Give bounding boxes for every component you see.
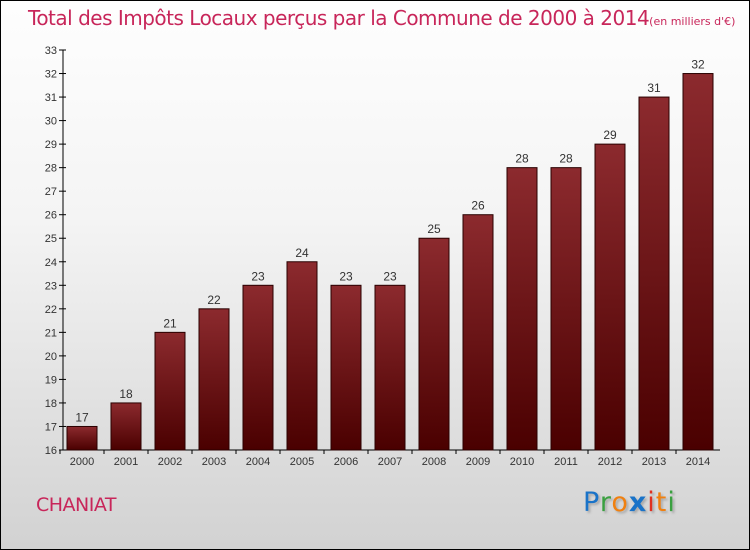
logo-letter: P [583,487,600,518]
bar-2014 [682,73,714,451]
data-label: 24 [295,246,309,260]
y-tick-label: 18 [45,398,57,410]
bar-2009 [462,214,494,451]
chart-subtitle: (en milliers d'€) [649,15,736,28]
y-tick-label: 33 [45,45,57,57]
x-tick-label: 2010 [510,456,534,468]
data-label: 32 [691,58,705,72]
data-label: 28 [515,152,529,166]
bar-2006 [330,284,362,451]
y-tick-label: 21 [45,327,57,339]
x-tick-label: 2011 [554,456,578,468]
y-tick-label: 17 [45,421,57,433]
title-text: Total des Impôts Locaux perçus par la Co… [28,6,650,30]
data-label: 25 [427,222,441,236]
logo-letter: i [667,487,676,518]
x-tick-label: 2003 [202,456,226,468]
logo-letter: r [599,487,612,518]
data-label: 18 [119,387,133,401]
data-label: 28 [559,152,573,166]
y-tick-label: 31 [45,92,57,104]
bar-2013 [638,96,670,451]
data-label: 23 [383,269,397,283]
y-tick-label: 27 [45,186,57,198]
bar-2007 [374,284,406,451]
logo-letter: i [647,487,656,518]
x-tick-label: 2000 [70,456,94,468]
x-tick-label: 2014 [686,456,710,468]
y-tick-label: 26 [45,210,57,222]
bar-2004 [242,284,274,451]
y-tick-label: 29 [45,139,57,151]
logo-letter: o [611,487,629,518]
data-label: 26 [471,199,485,213]
commune-name: CHANIAT [36,494,117,516]
bar-2001 [110,402,142,451]
data-label: 23 [251,269,265,283]
y-tick-label: 32 [45,69,57,81]
x-tick-label: 2004 [246,456,270,468]
x-tick-label: 2005 [290,456,314,468]
bar-2005 [286,261,318,451]
x-tick-label: 2002 [158,456,182,468]
proxiti-logo[interactable]: Proxiti [583,487,676,518]
x-tick-label: 2008 [422,456,446,468]
bar-2000 [66,425,98,451]
x-tick-label: 2001 [114,456,138,468]
bar-2010 [506,167,538,451]
data-label: 17 [75,410,89,424]
data-label: 31 [647,81,661,95]
y-tick-label: 24 [45,257,57,269]
y-tick-label: 28 [45,163,57,175]
bar-2011 [550,167,582,451]
x-tick-label: 2013 [642,456,666,468]
data-label: 23 [339,269,353,283]
data-label: 21 [163,316,177,330]
bar-2002 [154,331,186,451]
chart-title: Total des Impôts Locaux perçus par la Co… [28,6,735,30]
x-tick-label: 2012 [598,456,622,468]
logo-letter: t [655,487,668,518]
x-tick-label: 2009 [466,456,490,468]
data-label: 22 [207,293,221,307]
bar-2012 [594,143,626,451]
data-label: 29 [603,128,617,142]
y-tick-label: 30 [45,116,57,128]
x-tick-label: 2006 [334,456,358,468]
y-tick-label: 20 [45,351,57,363]
y-tick-label: 23 [45,280,57,292]
y-tick-label: 19 [45,374,57,386]
bar-2008 [418,237,450,451]
x-tick-label: 2007 [378,456,402,468]
y-tick-label: 25 [45,233,57,245]
logo-letter: x [628,487,648,518]
y-tick-label: 22 [45,304,57,316]
bar-2003 [198,308,230,451]
y-tick-label: 16 [45,445,57,457]
